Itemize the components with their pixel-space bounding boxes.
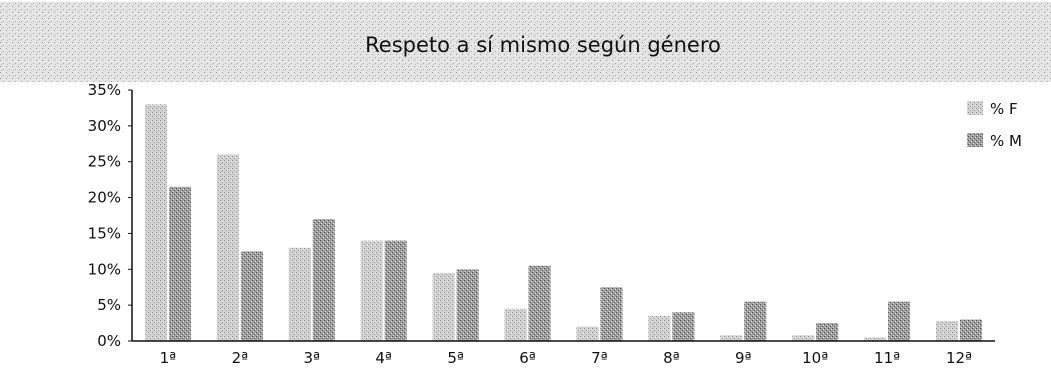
x-tick-label: 1ª (160, 349, 177, 367)
y-tick-label: 25% (88, 153, 121, 171)
title-band (0, 2, 1051, 94)
bar-f-10 (792, 335, 815, 341)
legend-label-m: % M (990, 132, 1022, 150)
bar-m-2 (240, 251, 263, 341)
bar-f-8 (648, 315, 671, 341)
y-tick-label: 30% (88, 117, 121, 135)
x-tick-label: 12ª (946, 349, 972, 367)
bar-m-5 (456, 269, 479, 341)
x-tick-label: 5ª (447, 349, 464, 367)
bar-m-7 (600, 287, 623, 341)
bar-m-10 (816, 323, 839, 341)
y-tick-label: 5% (97, 296, 121, 314)
bar-f-2 (216, 154, 239, 341)
x-tick-label: 7ª (591, 349, 608, 367)
chart-title: Respeto a sí mismo según género (365, 33, 721, 57)
y-tick-label: 10% (88, 260, 121, 278)
bar-f-3 (288, 247, 311, 341)
legend-swatch-f (967, 101, 983, 115)
bars (144, 104, 983, 341)
x-tick-label: 2ª (232, 349, 249, 367)
legend-swatch-m (967, 133, 983, 147)
legend: % F % M (967, 100, 1022, 150)
x-tick-label: 9ª (735, 349, 752, 367)
bar-m-12 (960, 319, 983, 341)
bar-f-5 (432, 272, 455, 341)
x-tick-label: 11ª (874, 349, 900, 367)
y-tick-label: 15% (88, 224, 121, 242)
bar-m-8 (672, 312, 695, 341)
bar-f-11 (864, 337, 887, 341)
bar-f-1 (144, 104, 167, 341)
bar-m-1 (168, 186, 191, 341)
x-tick-label: 6ª (519, 349, 536, 367)
legend-label-f: % F (990, 100, 1018, 118)
x-tick-label: 8ª (663, 349, 680, 367)
bar-m-11 (888, 301, 911, 341)
x-tick-label: 4ª (375, 349, 392, 367)
y-axis: 0% 5% 10% 15% 20% 25% 30% 35% (88, 81, 133, 350)
bar-m-6 (528, 265, 551, 341)
x-axis: 1ª 2ª 3ª 4ª 5ª 6ª 7ª 8ª 9ª 10ª 11ª 12ª (132, 340, 995, 367)
bar-m-9 (744, 301, 767, 341)
x-tick-label: 3ª (303, 349, 320, 367)
bar-f-4 (360, 240, 383, 341)
y-tick-label: 35% (88, 81, 121, 99)
y-tick-label: 20% (88, 189, 121, 207)
bar-f-9 (720, 335, 743, 341)
bar-m-3 (312, 219, 335, 341)
bar-m-4 (384, 240, 407, 341)
bar-f-12 (936, 320, 959, 341)
bar-f-6 (504, 308, 527, 341)
y-tick-label: 0% (97, 332, 121, 350)
title-band-mask (0, 82, 1051, 94)
bar-f-7 (576, 326, 599, 341)
x-tick-label: 10ª (802, 349, 828, 367)
